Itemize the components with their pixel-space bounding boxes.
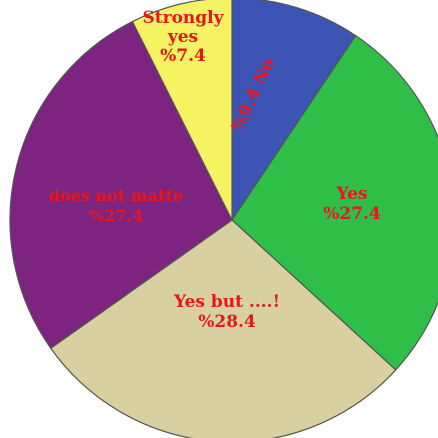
slice-label: Yes but ....! %28.4 (173, 292, 280, 332)
slice-label-line: %27.4 (89, 206, 143, 225)
slice-label-line: %7.4 (160, 46, 206, 66)
slice-label-line: Yes (335, 184, 367, 204)
slice-label-line: Strongly (142, 8, 224, 28)
slice-label-line: yes (167, 27, 198, 47)
pie-slice-yes-but (49, 219, 397, 438)
pie-slice-strongly-yes (131, 0, 233, 221)
pie-slice-does-not-matte (9, 20, 233, 350)
slice-label: Strongly yes %7.4 (142, 8, 224, 66)
slice-label: does not matte %27.4 (49, 186, 183, 225)
pie-slice-no (231, 0, 357, 222)
slice-label-line: Yes but ....! (173, 292, 280, 312)
pie-slice-yes (231, 34, 438, 371)
slice-label: Yes %27.4 (323, 184, 381, 224)
slice-label-line: %27.4 (323, 204, 381, 224)
slice-label-line: %28.4 (198, 312, 256, 332)
slice-label-line: does not matte (49, 186, 183, 205)
